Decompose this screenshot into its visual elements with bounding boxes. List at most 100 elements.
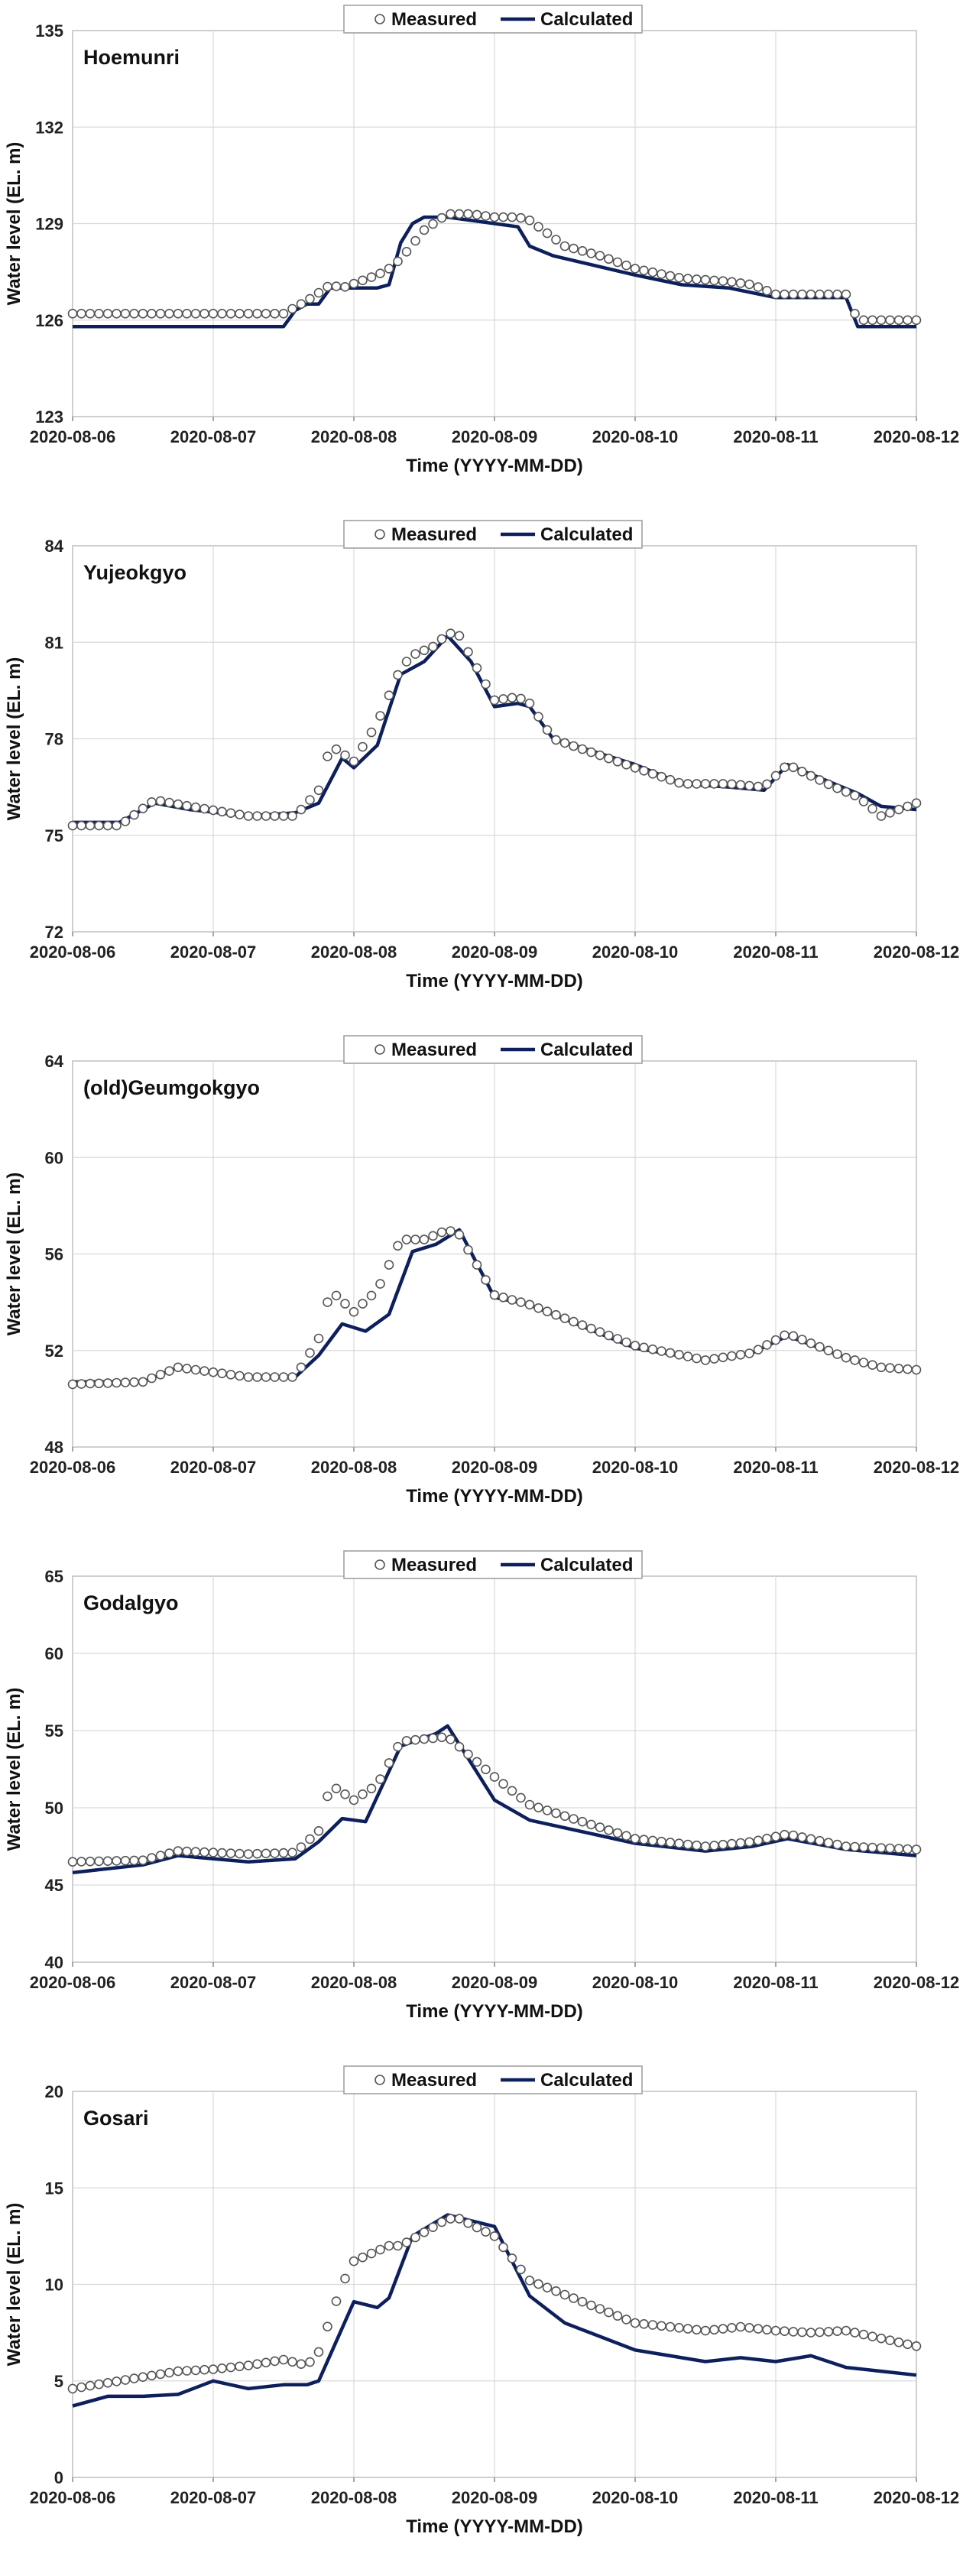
measured-point — [182, 800, 192, 811]
measured-point — [683, 1351, 693, 1361]
measured-point — [173, 2366, 183, 2376]
measured-point — [323, 1297, 332, 1307]
measured-point — [612, 756, 623, 767]
measured-point — [278, 2354, 289, 2365]
measured-point — [358, 1789, 368, 1799]
measured-point — [516, 1297, 526, 1307]
measured-point — [727, 1838, 737, 1849]
y-tick-label: 40 — [45, 1953, 63, 1972]
measured-point — [885, 1363, 895, 1373]
legend: Measured Calculated — [343, 1035, 643, 1064]
measured-point — [393, 256, 403, 267]
measured-point — [780, 762, 790, 773]
chart-svg: 72 75 78 81 84 2020-08-06 2020-08-07 2020-08-08… — [4, 520, 959, 991]
measured-point — [173, 308, 183, 319]
measured-point — [657, 269, 666, 279]
measured-point — [410, 1234, 420, 1244]
measured-point — [885, 807, 895, 818]
x-tick-label: 2020-08-08 — [311, 942, 397, 962]
x-tick-label: 2020-08-11 — [733, 1973, 818, 1992]
measured-point — [524, 215, 535, 225]
measured-point — [683, 274, 693, 284]
measured-point — [454, 1741, 465, 1752]
measured-point — [358, 741, 368, 752]
measured-point — [858, 2329, 869, 2340]
measured-point — [630, 1341, 640, 1351]
y-tick-label: 64 — [45, 1052, 64, 1071]
measured-point — [340, 2273, 350, 2284]
measured-point — [225, 2362, 236, 2373]
measured-point — [797, 767, 807, 777]
measured-point — [463, 1244, 473, 1255]
measured-point — [243, 1372, 254, 1382]
x-tick-label: 2020-08-08 — [311, 1458, 397, 1477]
measured-point — [155, 1369, 166, 1380]
measured-point — [481, 1275, 491, 1285]
measured-point — [858, 315, 869, 326]
y-axis-title: Water level (EL. m) — [4, 1688, 24, 1851]
measured-point — [410, 1734, 420, 1745]
measured-point — [446, 1734, 456, 1744]
measured-point — [762, 2325, 772, 2335]
legend-box — [343, 1035, 643, 1064]
measured-point — [657, 771, 666, 782]
x-tick-label: 2020-08-12 — [874, 1973, 960, 1992]
measured-point — [692, 1840, 702, 1851]
measured-point — [76, 1379, 86, 1389]
measured-point — [375, 268, 385, 279]
measured-point — [287, 1372, 297, 1382]
measured-point — [217, 2363, 227, 2373]
measured-point — [806, 1834, 816, 1844]
chart-svg: 0 5 10 15 20 2020-08-06 2020-08-07 2020-08-08 20… — [4, 2065, 959, 2537]
measured-point — [612, 2311, 623, 2321]
measured-point — [551, 1309, 561, 1320]
measured-point — [235, 809, 245, 819]
measured-point — [744, 279, 754, 290]
measured-point — [225, 808, 236, 819]
x-tick-label: 2020-08-07 — [170, 2488, 257, 2507]
measured-point — [155, 796, 166, 806]
x-tick-label: 2020-08-08 — [311, 2488, 397, 2507]
measured-point — [911, 798, 922, 809]
measured-point — [498, 1292, 508, 1303]
measured-point — [155, 308, 166, 319]
measured-point — [94, 820, 104, 831]
measured-point — [323, 1791, 332, 1802]
x-tick-label: 2020-08-11 — [733, 942, 818, 962]
y-tick-label: 10 — [45, 2276, 63, 2295]
y-axis-title: Water level (EL. m) — [4, 1173, 24, 1336]
x-tick-label: 2020-08-11 — [733, 427, 818, 446]
measured-point — [138, 2372, 148, 2383]
measured-point — [76, 308, 86, 319]
measured-point — [419, 2227, 430, 2237]
measured-point — [770, 1335, 781, 1345]
measured-point — [481, 679, 491, 689]
measured-point — [797, 2327, 807, 2338]
y-tick-label: 15 — [45, 2179, 63, 2198]
x-tick-label: 2020-08-07 — [170, 1458, 257, 1477]
measured-point — [639, 2318, 649, 2329]
measured-point — [120, 308, 131, 319]
measured-point — [718, 779, 728, 789]
measured-point — [305, 1834, 315, 1844]
measured-point — [735, 1349, 746, 1360]
measured-point — [190, 1847, 201, 1857]
measured-point — [428, 1231, 438, 1241]
measured-point — [551, 235, 561, 245]
measured-point — [190, 2365, 201, 2376]
measured-point — [630, 763, 640, 773]
measured-point — [876, 811, 887, 821]
measured-point — [366, 727, 377, 738]
measured-point — [683, 1839, 693, 1850]
measured-point — [138, 803, 148, 814]
measured-point — [718, 1352, 728, 1363]
legend-box — [343, 1550, 643, 1579]
measured-point — [190, 1364, 201, 1375]
measured-point — [252, 1848, 262, 1859]
measured-point — [709, 779, 719, 789]
measured-point — [190, 802, 201, 813]
measured-point — [375, 711, 385, 721]
measured-point — [147, 796, 157, 807]
measured-point — [225, 308, 236, 319]
measured-point — [296, 299, 306, 310]
